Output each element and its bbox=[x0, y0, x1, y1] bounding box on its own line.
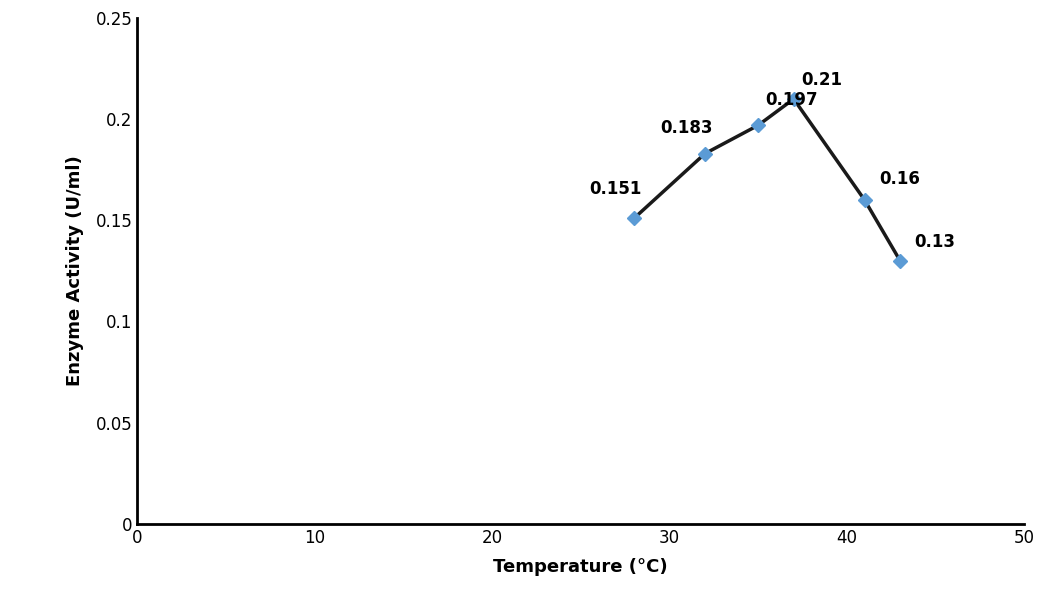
Text: 0.197: 0.197 bbox=[766, 91, 818, 109]
Text: 0.16: 0.16 bbox=[879, 170, 920, 188]
Text: 0.183: 0.183 bbox=[661, 119, 713, 137]
Text: 0.151: 0.151 bbox=[589, 180, 642, 198]
Y-axis label: Enzyme Activity (U/ml): Enzyme Activity (U/ml) bbox=[67, 155, 84, 386]
Text: 0.21: 0.21 bbox=[800, 71, 842, 89]
Text: 0.13: 0.13 bbox=[914, 232, 956, 250]
X-axis label: Temperature (°C): Temperature (°C) bbox=[493, 557, 668, 576]
